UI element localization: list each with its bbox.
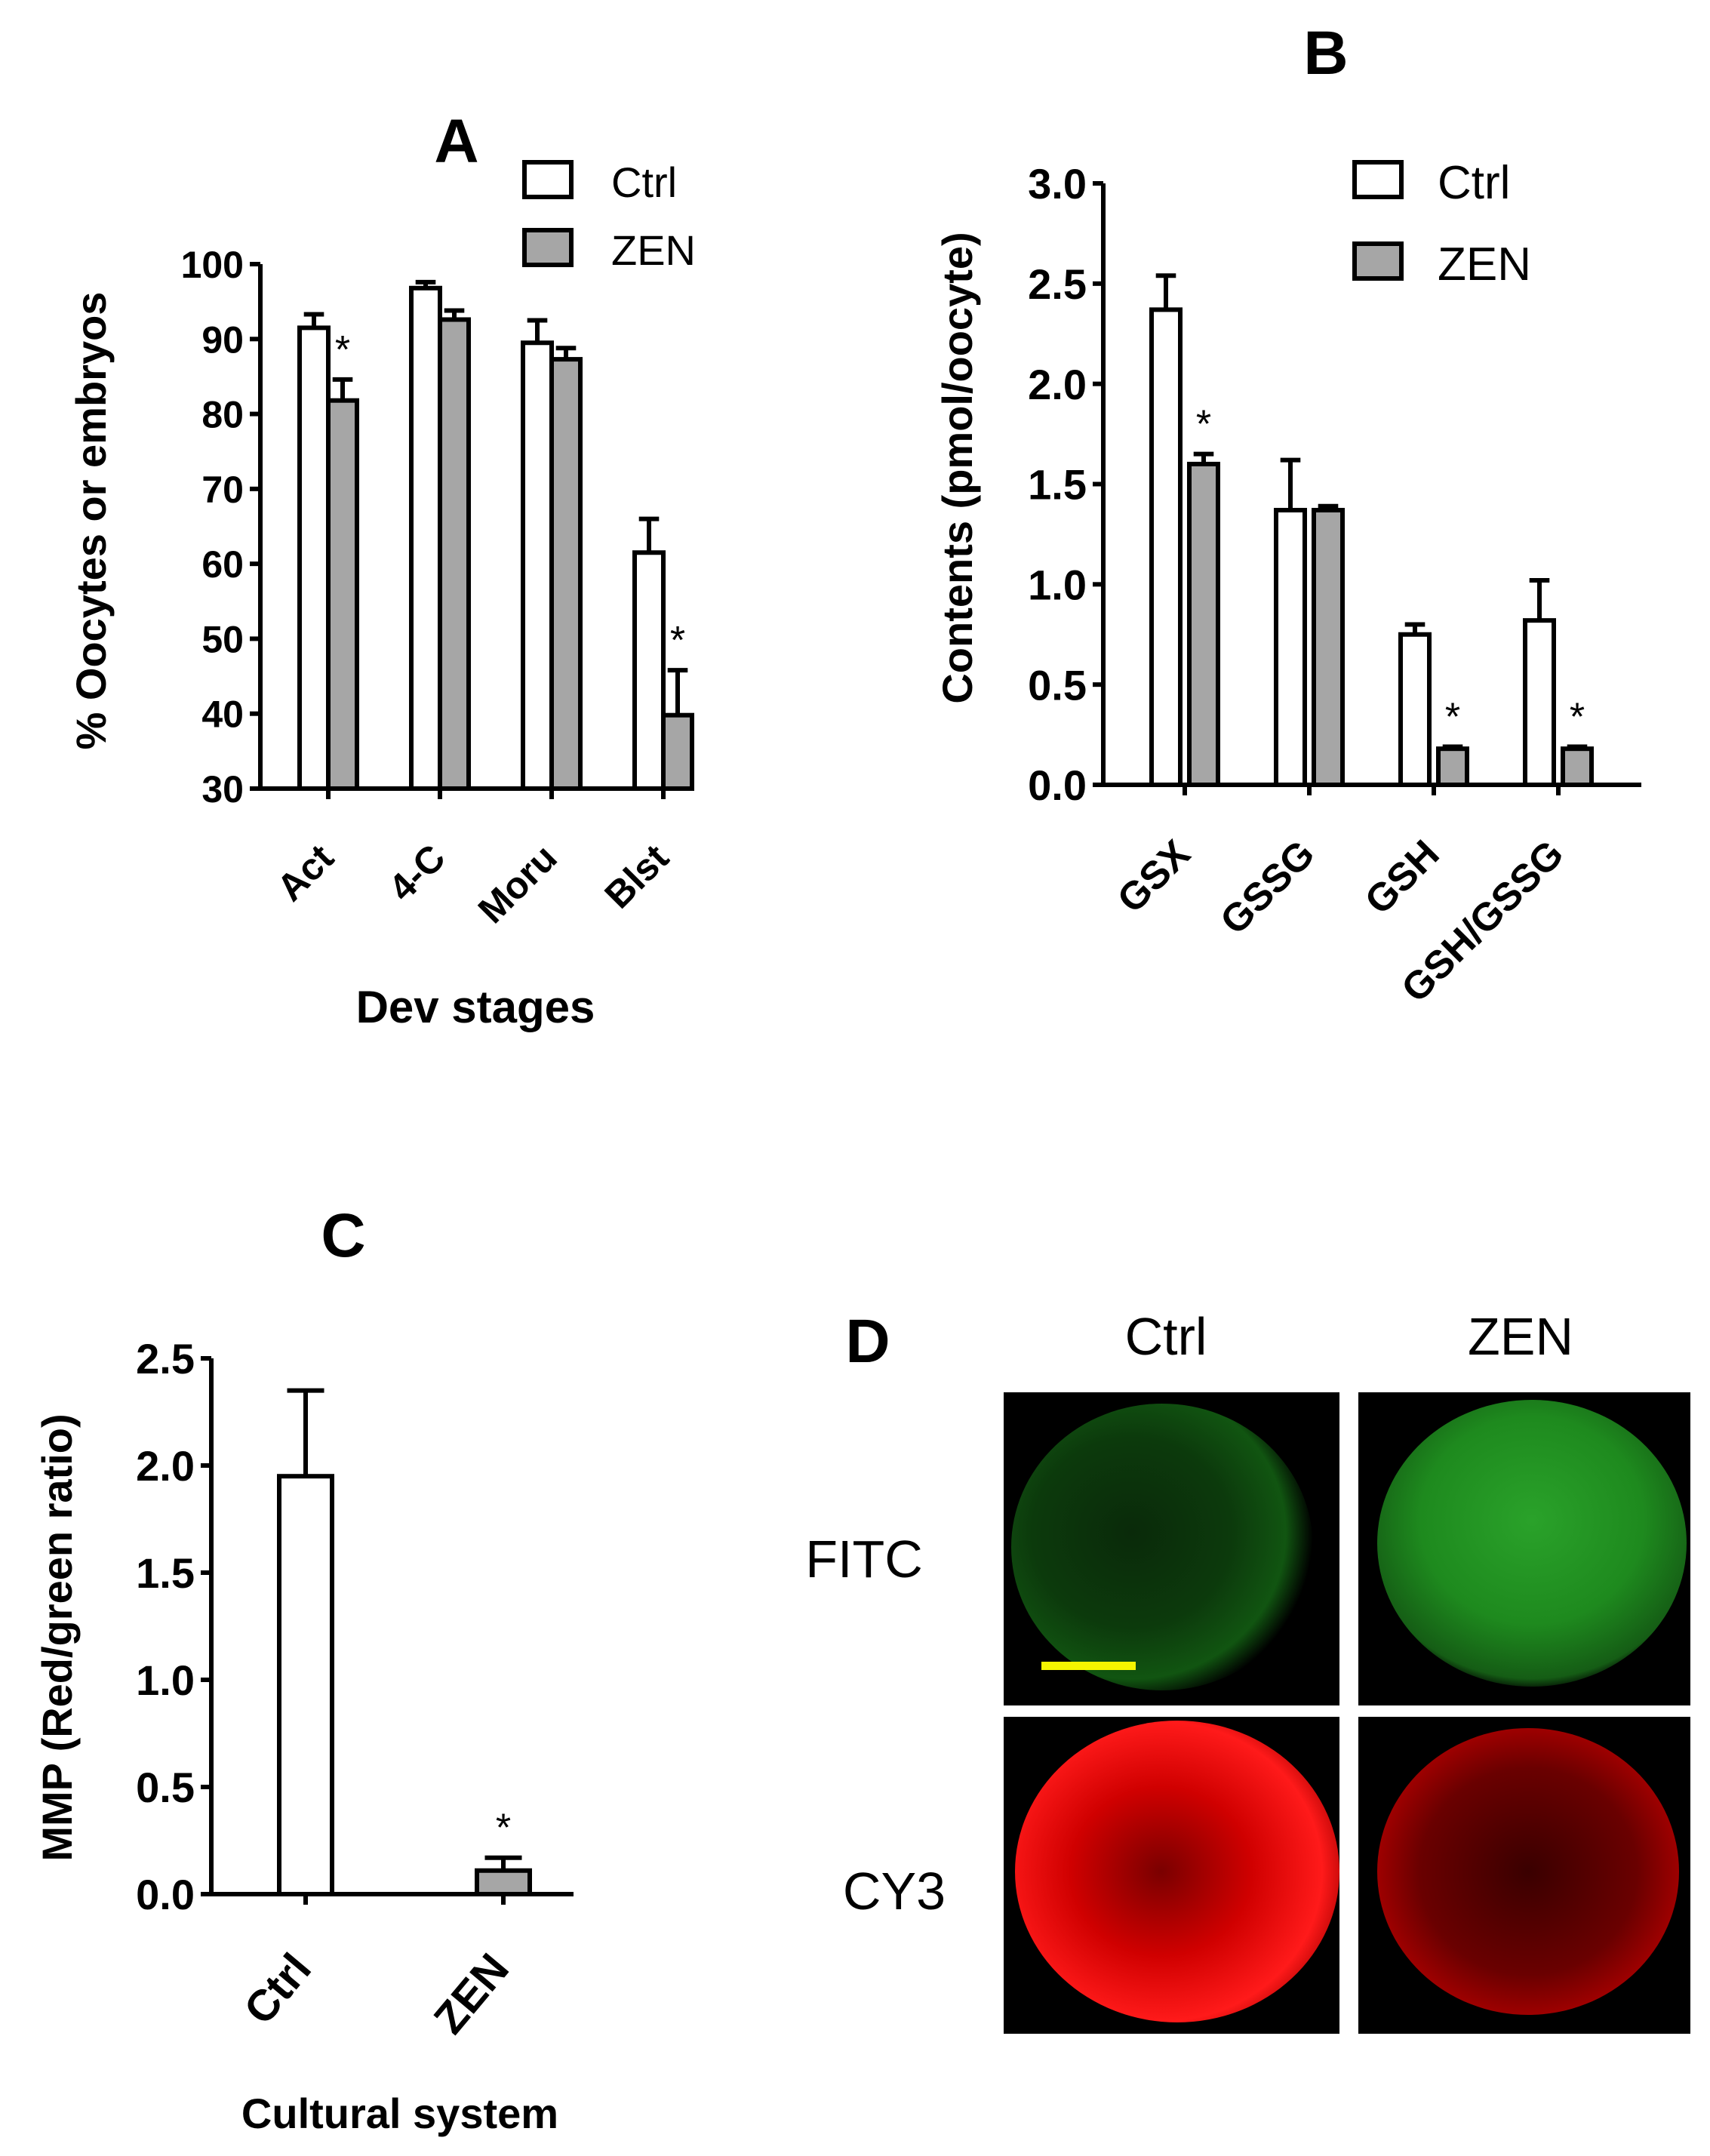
y-tick-label: 2.5 <box>1028 260 1087 308</box>
micrograph-ctrl-cy3 <box>1004 1717 1339 2034</box>
y-tick-label: 80 <box>201 394 244 436</box>
panel-a-y-axis-label: % Oocytes or embryos <box>67 292 115 750</box>
legend-label-ctrl: Ctrl <box>611 158 677 206</box>
micrograph-zen-cy3 <box>1358 1717 1690 2034</box>
panel-b-legend: Ctrl ZEN <box>1352 157 1531 291</box>
micrograph-ctrl-fitc <box>1004 1392 1339 1705</box>
x-tick-label: Ctrl <box>235 1945 321 2034</box>
bar <box>632 550 666 791</box>
y-tick-label: 1.0 <box>1028 561 1087 608</box>
panel-a-x-axis-label: Dev stages <box>356 982 595 1032</box>
panel-a-legend: Ctrl ZEN <box>522 158 696 274</box>
y-tick-label: 1.0 <box>136 1656 195 1704</box>
y-tick-label: 0.0 <box>1028 761 1087 809</box>
y-tick-label: 2.0 <box>1028 361 1087 408</box>
panel-c-chart: C MMP (Red/green ratio) Cultural system … <box>33 1201 574 2137</box>
bar <box>1274 508 1307 788</box>
y-tick-label: 3.0 <box>1028 160 1087 208</box>
x-tick-label: ZEN <box>425 1945 518 2044</box>
x-tick-label: GSH <box>1357 832 1448 923</box>
y-tick-label: 2.5 <box>136 1335 195 1382</box>
y-tick-label: 0.0 <box>136 1871 195 1918</box>
significance-marker: * <box>1570 696 1585 740</box>
bar <box>277 1474 334 1896</box>
column-label-ctrl: Ctrl <box>1125 1307 1207 1366</box>
legend-label-zen: ZEN <box>611 226 696 274</box>
bar <box>661 712 694 792</box>
bar <box>409 285 442 791</box>
y-tick-label: 40 <box>201 694 244 736</box>
panel-b-y-axis-label: Contents (pmol/oocyte) <box>933 232 981 703</box>
bar <box>438 317 471 791</box>
legend-swatch-ctrl <box>1352 160 1404 199</box>
x-tick-label: GSSG <box>1212 832 1323 943</box>
bar <box>1436 746 1469 787</box>
legend-label-ctrl: Ctrl <box>1438 157 1510 209</box>
bar <box>521 340 554 791</box>
y-tick-label: 60 <box>201 543 244 586</box>
panel-b-chart: B Contents (pmol/oocyte) Ctrl ZEN * * * 0.0… <box>933 19 1641 1011</box>
legend-label-zen: ZEN <box>1438 238 1531 291</box>
y-tick-label: 90 <box>201 318 244 361</box>
bar <box>1561 746 1594 787</box>
significance-marker: * <box>670 619 685 663</box>
panel-d-title: D <box>845 1307 890 1376</box>
row-label-fitc: FITC <box>805 1530 923 1589</box>
x-tick-label: 4-C <box>380 836 454 909</box>
y-tick-label: 0.5 <box>1028 661 1087 709</box>
significance-marker: * <box>496 1807 511 1850</box>
micrograph-zen-fitc <box>1358 1392 1690 1705</box>
panel-a-title: A <box>434 107 478 176</box>
legend-swatch-zen <box>522 228 574 267</box>
y-tick-label: 100 <box>181 244 244 286</box>
y-tick-label: 50 <box>201 618 244 660</box>
panel-a-chart: A % Oocytes or embryos Dev stages Ctrl Z… <box>67 107 696 1032</box>
row-label-cy3: CY3 <box>843 1862 946 1921</box>
y-tick-label: 2.0 <box>136 1442 195 1490</box>
bar <box>1398 632 1432 787</box>
panel-c-y-axis-label: MMP (Red/green ratio) <box>33 1413 81 1861</box>
x-tick-label: GSX <box>1109 832 1199 921</box>
significance-marker: * <box>1196 403 1211 447</box>
panel-b-title: B <box>1303 19 1348 88</box>
panel-c-x-axis-label: Cultural system <box>241 2090 558 2137</box>
bar <box>475 1868 532 1897</box>
bar <box>1523 618 1556 787</box>
bar <box>1312 508 1345 788</box>
scale-bar <box>1041 1662 1136 1670</box>
y-tick-label: 1.5 <box>1028 461 1087 509</box>
bar <box>1187 461 1220 788</box>
legend-swatch-ctrl <box>522 160 574 199</box>
bar <box>326 398 359 791</box>
panel-c-title: C <box>321 1201 365 1270</box>
x-tick-label: Act <box>269 836 342 909</box>
significance-marker: * <box>1445 696 1460 740</box>
x-tick-label: Blst <box>596 836 677 917</box>
y-tick-label: 70 <box>201 469 244 511</box>
bar <box>549 357 583 792</box>
panel-d-micrographs: D Ctrl ZEN FITC CY3 <box>805 1307 1690 2034</box>
bar <box>297 325 331 791</box>
x-tick-label: Moru <box>470 836 565 931</box>
bar <box>1149 307 1183 787</box>
y-tick-label: 0.5 <box>136 1764 195 1811</box>
column-label-zen: ZEN <box>1468 1307 1573 1366</box>
y-tick-label: 30 <box>201 768 244 810</box>
y-tick-label: 1.5 <box>136 1549 195 1597</box>
legend-swatch-zen <box>1352 241 1404 281</box>
significance-marker: * <box>335 328 350 372</box>
